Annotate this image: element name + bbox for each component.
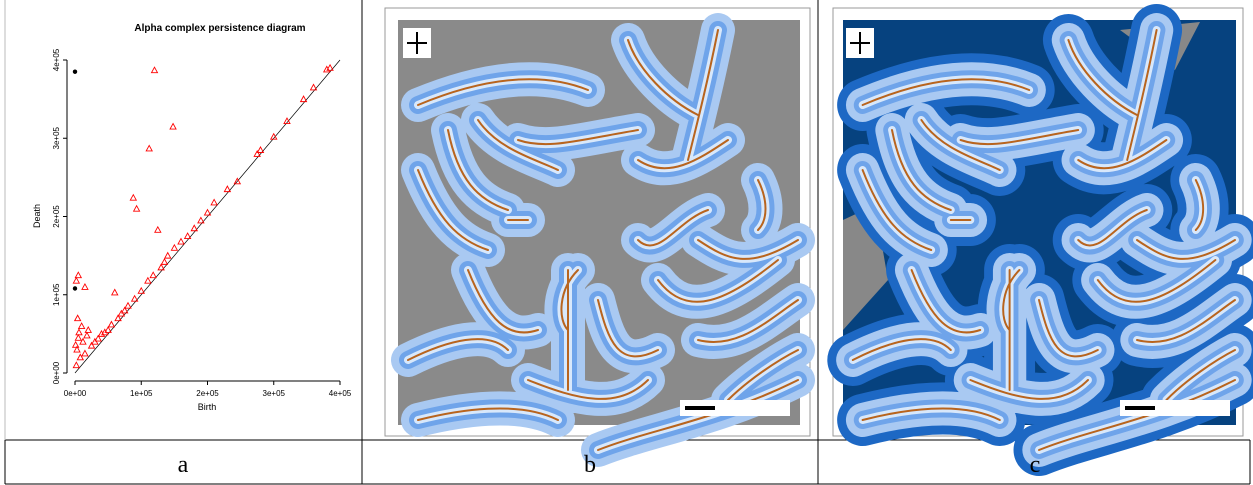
point xyxy=(134,206,140,212)
point xyxy=(89,343,95,349)
point xyxy=(254,151,260,157)
point xyxy=(158,264,164,270)
point xyxy=(112,289,118,295)
point xyxy=(161,259,167,265)
point xyxy=(75,335,81,341)
panel-label: c xyxy=(1030,452,1041,478)
y-tick-label: 1e+05 xyxy=(52,283,61,306)
y-tick-label: 4e+05 xyxy=(52,48,61,71)
point xyxy=(191,225,197,231)
x-tick-label: 1e+05 xyxy=(130,389,153,398)
y-tick-label: 3e+05 xyxy=(52,126,61,149)
point xyxy=(205,210,211,216)
point xyxy=(73,70,77,74)
y-tick-label: 0e+00 xyxy=(52,361,61,384)
y-axis-label: Death xyxy=(32,204,42,228)
point xyxy=(73,286,77,290)
point xyxy=(82,284,88,290)
point xyxy=(130,195,136,201)
point xyxy=(146,145,152,151)
x-axis-label: Birth xyxy=(198,402,217,412)
point xyxy=(198,217,204,223)
point xyxy=(327,65,333,71)
point xyxy=(311,84,317,90)
point xyxy=(301,96,307,102)
map-b xyxy=(385,8,810,450)
point xyxy=(75,272,81,278)
point xyxy=(258,147,264,153)
point xyxy=(171,245,177,251)
point xyxy=(185,233,191,239)
point xyxy=(73,342,79,348)
point xyxy=(82,350,88,356)
point xyxy=(132,296,138,302)
y-tick-label: 2e+05 xyxy=(52,205,61,228)
point xyxy=(178,239,184,245)
panel-label: b xyxy=(584,452,596,478)
diagonal xyxy=(75,60,340,373)
point xyxy=(85,327,91,333)
figure: Alpha complex persistence diagram Birth … xyxy=(0,0,1253,485)
point xyxy=(170,124,176,130)
point xyxy=(79,323,85,329)
point xyxy=(84,332,90,338)
point xyxy=(76,329,82,335)
point xyxy=(155,227,161,233)
point xyxy=(224,186,230,192)
point xyxy=(108,321,114,327)
point xyxy=(73,278,79,284)
point xyxy=(165,253,171,259)
point xyxy=(73,362,79,368)
x-tick-label: 0e+00 xyxy=(64,389,87,398)
point xyxy=(211,199,217,205)
point xyxy=(125,303,131,309)
x-tick-label: 3e+05 xyxy=(263,389,286,398)
persistence-chart: Alpha complex persistence diagram Birth … xyxy=(32,23,352,412)
x-tick-label: 4e+05 xyxy=(329,389,352,398)
point xyxy=(150,272,156,278)
point xyxy=(145,278,151,284)
map-c xyxy=(833,8,1243,450)
point xyxy=(152,67,158,73)
point xyxy=(138,288,144,294)
x-tick-label: 2e+05 xyxy=(196,389,219,398)
chart-title: Alpha complex persistence diagram xyxy=(134,23,305,34)
panel-label: a xyxy=(178,452,189,478)
point xyxy=(75,315,81,321)
